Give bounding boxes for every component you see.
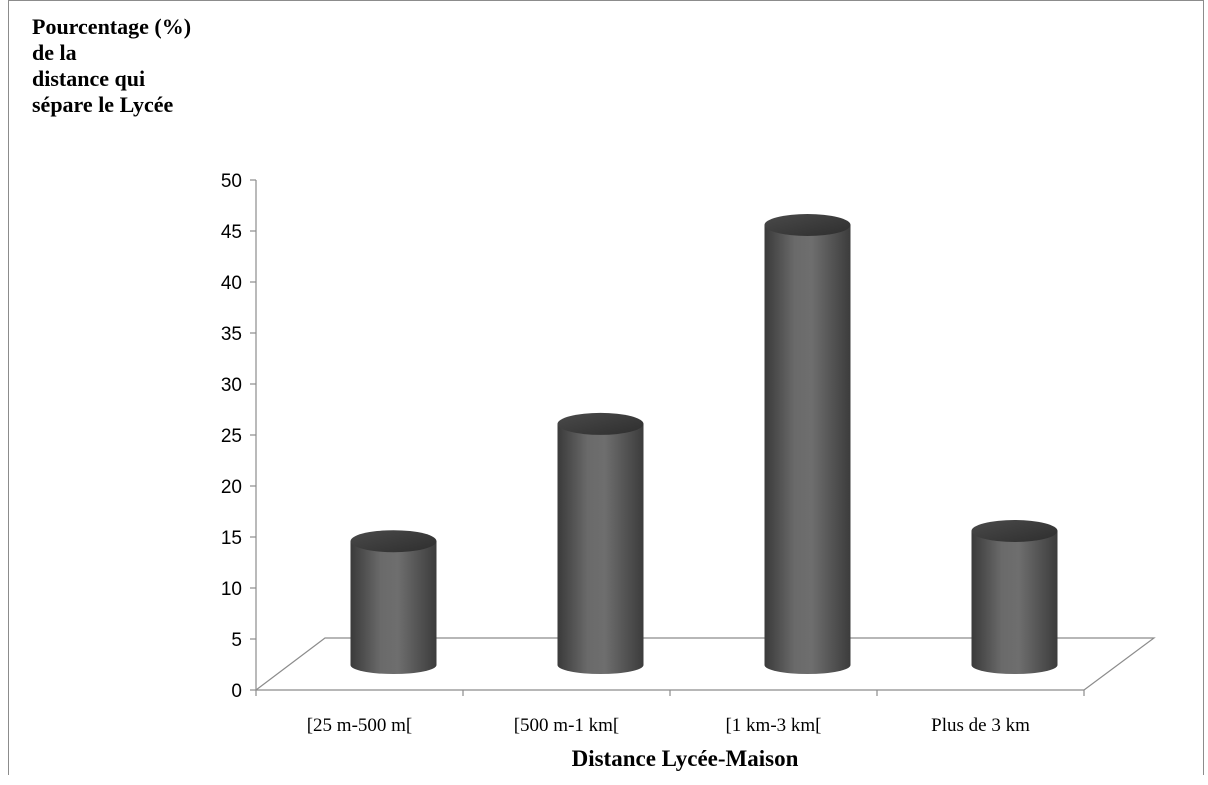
bar	[765, 214, 851, 674]
bar	[972, 520, 1058, 674]
y-tick-label: 15	[221, 528, 242, 549]
y-tick-label: 20	[221, 477, 242, 498]
y-tick-label: 40	[221, 273, 242, 294]
bars-group	[351, 214, 1058, 674]
y-tick-label: 10	[221, 579, 242, 600]
bar-top	[558, 413, 644, 435]
bar-body	[972, 531, 1058, 674]
bar-body	[558, 424, 644, 674]
y-tick-label: 35	[221, 324, 242, 345]
bar-top	[765, 214, 851, 236]
bar-top	[972, 520, 1058, 542]
bar	[558, 413, 644, 674]
x-tick-label: [1 km-3 km[	[725, 715, 821, 736]
y-tick-label: 0	[231, 681, 242, 702]
y-tick-label: 30	[221, 375, 242, 396]
bar-body	[351, 541, 437, 674]
x-tick-label: [500 m-1 km[	[514, 715, 620, 736]
bar-body	[765, 225, 851, 674]
x-tick-label: Plus de 3 km	[931, 715, 1030, 736]
bar-top	[351, 530, 437, 552]
y-tick-label: 25	[221, 426, 242, 447]
x-axis-label: Distance Lycée-Maison	[0, 746, 1208, 772]
y-tick-label: 5	[231, 630, 242, 651]
y-tick-label: 45	[221, 222, 242, 243]
bar	[351, 530, 437, 674]
x-tick-label: [25 m-500 m[	[307, 715, 413, 736]
y-tick-label: 50	[221, 171, 242, 192]
